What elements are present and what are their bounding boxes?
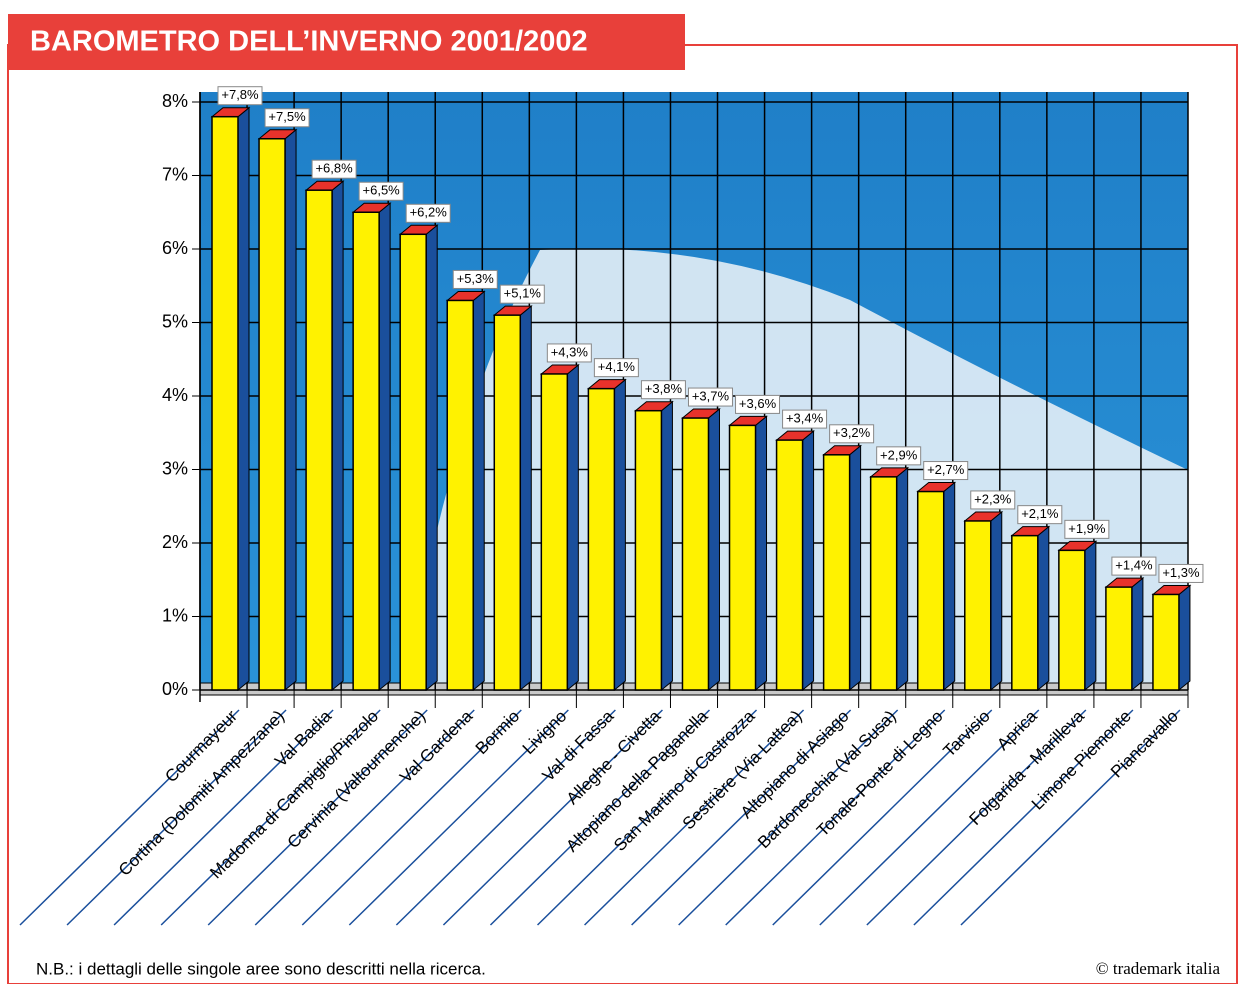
value-label: +3,4% bbox=[786, 411, 824, 426]
value-label: +2,9% bbox=[880, 447, 918, 462]
bar bbox=[824, 455, 850, 690]
y-tick-label: 6% bbox=[162, 238, 188, 258]
bar bbox=[400, 234, 426, 690]
y-tick-label: 4% bbox=[162, 385, 188, 405]
value-label: +3,2% bbox=[833, 425, 871, 440]
chart: BAROMETRO DELL’INVERNO 2001/2002 0% 1% 2% 3… bbox=[0, 0, 1239, 984]
bar-side bbox=[332, 181, 343, 690]
y-tick-label: 7% bbox=[162, 164, 188, 184]
bar-side bbox=[520, 306, 531, 690]
bar-side bbox=[991, 512, 1002, 690]
bar-side bbox=[426, 225, 437, 690]
bar bbox=[635, 411, 661, 690]
bar bbox=[730, 425, 756, 690]
bar-side bbox=[285, 130, 296, 690]
bar bbox=[1106, 587, 1132, 690]
bar-side bbox=[897, 468, 908, 690]
value-label: +1,9% bbox=[1068, 521, 1106, 536]
bar bbox=[1153, 594, 1179, 690]
bar bbox=[259, 139, 285, 690]
y-tick-label: 8% bbox=[162, 91, 188, 111]
value-label: +6,8% bbox=[315, 161, 353, 176]
bar-side bbox=[944, 483, 955, 690]
value-label: +1,3% bbox=[1162, 565, 1200, 580]
y-tick-label: 2% bbox=[162, 532, 188, 552]
bar-side bbox=[708, 409, 719, 690]
bar-side bbox=[850, 446, 861, 690]
bar-side bbox=[379, 203, 390, 690]
bar bbox=[1012, 536, 1038, 690]
value-label: +2,3% bbox=[974, 491, 1012, 506]
bar-side bbox=[567, 365, 578, 690]
value-label: +3,8% bbox=[645, 381, 683, 396]
bar bbox=[682, 418, 708, 690]
value-label: +4,3% bbox=[551, 344, 589, 359]
credit: © trademark italia bbox=[1096, 959, 1221, 978]
chart-title: BAROMETRO DELL’INVERNO 2001/2002 bbox=[30, 26, 588, 58]
x-tick-label: Bormio bbox=[472, 707, 524, 759]
bar-side bbox=[1038, 527, 1049, 690]
y-tick-label: 3% bbox=[162, 458, 188, 478]
value-label: +5,1% bbox=[504, 286, 542, 301]
value-label: +3,6% bbox=[739, 396, 777, 411]
y-tick-label: 1% bbox=[162, 605, 188, 625]
bar-side bbox=[756, 416, 767, 690]
y-tick-label: 0% bbox=[162, 679, 188, 699]
value-label: +6,5% bbox=[363, 183, 401, 198]
bar-side bbox=[803, 431, 814, 690]
bar bbox=[1059, 550, 1085, 690]
value-label: +7,8% bbox=[221, 87, 259, 102]
bar bbox=[494, 315, 520, 690]
value-label: +3,7% bbox=[692, 388, 730, 403]
y-tick-label: 5% bbox=[162, 311, 188, 331]
value-label: +1,4% bbox=[1115, 558, 1153, 573]
value-label: +2,7% bbox=[927, 462, 965, 477]
bar-side bbox=[1132, 578, 1143, 690]
bar bbox=[965, 521, 991, 690]
value-label: +6,2% bbox=[410, 205, 448, 220]
bar bbox=[871, 477, 897, 690]
bar bbox=[541, 374, 567, 690]
bar-side bbox=[473, 291, 484, 690]
x-tick-label: Tarvisio bbox=[940, 707, 994, 761]
bar bbox=[447, 300, 473, 690]
bar bbox=[212, 117, 238, 690]
bar-side bbox=[238, 108, 249, 690]
value-label: +2,1% bbox=[1021, 506, 1059, 521]
value-label: +5,3% bbox=[457, 271, 495, 286]
bar bbox=[918, 492, 944, 690]
bar-side bbox=[614, 380, 625, 690]
value-label: +7,5% bbox=[268, 109, 306, 124]
footnote: N.B.: i dettagli delle singole aree sono… bbox=[36, 959, 486, 978]
bar bbox=[306, 190, 332, 690]
bar bbox=[588, 389, 614, 690]
value-label: +4,1% bbox=[598, 359, 636, 374]
bar bbox=[353, 212, 379, 690]
bar-side bbox=[661, 402, 672, 690]
bar-side bbox=[1179, 585, 1190, 690]
bar bbox=[777, 440, 803, 690]
bar-side bbox=[1085, 541, 1096, 690]
